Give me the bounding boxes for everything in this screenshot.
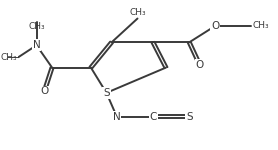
Text: N: N (33, 40, 40, 50)
Text: CH₃: CH₃ (28, 21, 45, 30)
Text: —: — (7, 51, 18, 64)
Text: O: O (195, 60, 204, 70)
Text: S: S (186, 112, 193, 122)
Text: O: O (40, 86, 48, 96)
Text: C: C (149, 112, 157, 122)
Text: S: S (103, 88, 110, 98)
Text: CH₃: CH₃ (253, 21, 269, 30)
Text: CH₃: CH₃ (129, 8, 146, 17)
Text: CH₃: CH₃ (1, 53, 17, 62)
Text: N: N (113, 112, 121, 122)
Text: O: O (211, 21, 219, 31)
